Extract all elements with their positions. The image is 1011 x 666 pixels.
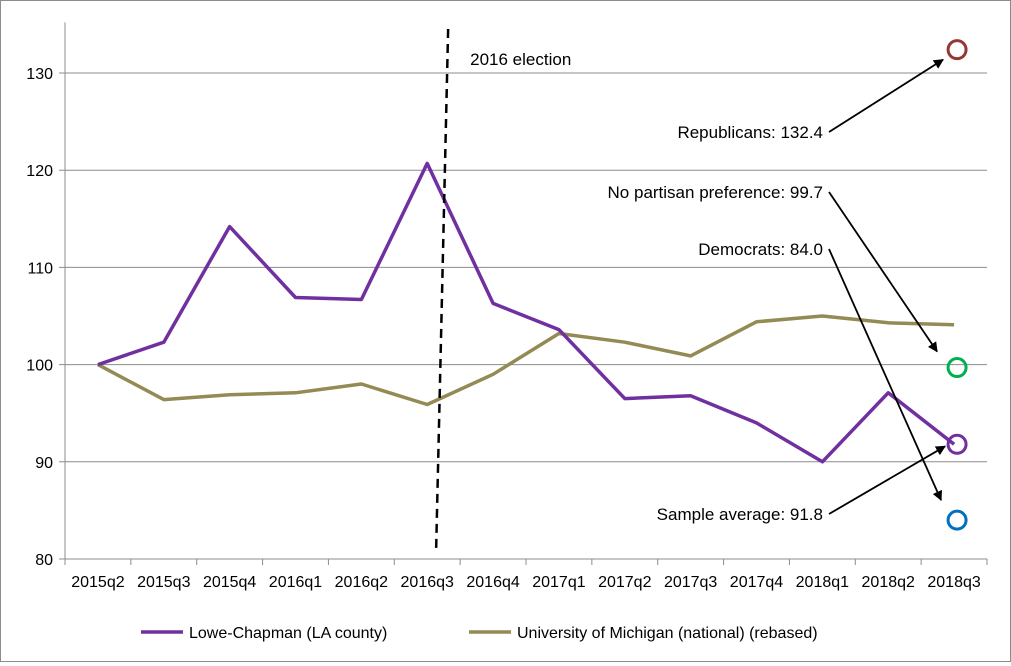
x-tick-label-2016q1: 2016q1	[269, 574, 322, 591]
y-tick-label: 90	[35, 455, 53, 472]
y-tick-label: 100	[26, 358, 53, 375]
point-marker-3	[946, 433, 968, 455]
point-marker-2	[946, 509, 968, 531]
x-tick-label-2017q2: 2017q2	[598, 574, 651, 591]
y-tick-label: 110	[27, 260, 53, 277]
legend: Lowe-Chapman (LA county) University of Mi…	[141, 625, 818, 642]
partisan-points: Republicans: 132.4 No partisan preference…	[608, 39, 968, 531]
x-tick-label-2018q1: 2018q1	[796, 574, 849, 591]
election-dashed-line	[434, 28, 450, 550]
x-tick-label-2017q1: 2017q1	[532, 574, 585, 591]
x-tick-label-2017q4: 2017q4	[730, 574, 783, 591]
x-tick-label-2015q3: 2015q3	[137, 574, 190, 591]
y-tick-label: 130	[26, 66, 53, 83]
series-line-0	[97, 161, 956, 464]
point-label-0: Republicans: 132.4	[677, 123, 823, 142]
legend-label-1: University of Michigan (national) (rebas…	[517, 625, 818, 642]
point-label-2: Democrats: 84.0	[698, 240, 823, 259]
election-label: 2016 election	[470, 50, 571, 69]
y-tick-label: 80	[35, 552, 53, 569]
x-tick-label-2017q3: 2017q3	[664, 574, 717, 591]
point-marker-1	[946, 357, 968, 379]
election-marker: 2016 election	[434, 28, 571, 550]
point-arrow-2	[828, 248, 942, 502]
point-arrow-3	[828, 445, 946, 515]
x-tick-label-2015q2: 2015q2	[71, 574, 124, 591]
x-tick-label-2016q4: 2016q4	[466, 574, 519, 591]
x-tick-label-2018q3: 2018q3	[927, 574, 980, 591]
gridlines	[65, 72, 987, 463]
x-tick-label-2018q2: 2018q2	[862, 574, 915, 591]
point-marker-0	[946, 39, 968, 61]
point-arrow-0	[828, 58, 944, 133]
point-label-1: No partisan preference: 99.7	[608, 183, 823, 202]
x-tick-label-2015q4: 2015q4	[203, 574, 256, 591]
legend-label-0: Lowe-Chapman (LA county)	[189, 625, 387, 642]
x-tick-label-2016q2: 2016q2	[335, 574, 388, 591]
series-line-1	[97, 314, 955, 407]
point-arrow-1	[828, 191, 938, 353]
y-tick-label: 120	[26, 163, 53, 180]
axes: 80 90 100 110 120 130 2015q2 2015q3 2015q4 2016q1…	[26, 22, 988, 591]
point-label-3: Sample average: 91.8	[657, 505, 823, 524]
series-lines	[97, 161, 956, 464]
x-tick-label-2016q3: 2016q3	[401, 574, 454, 591]
